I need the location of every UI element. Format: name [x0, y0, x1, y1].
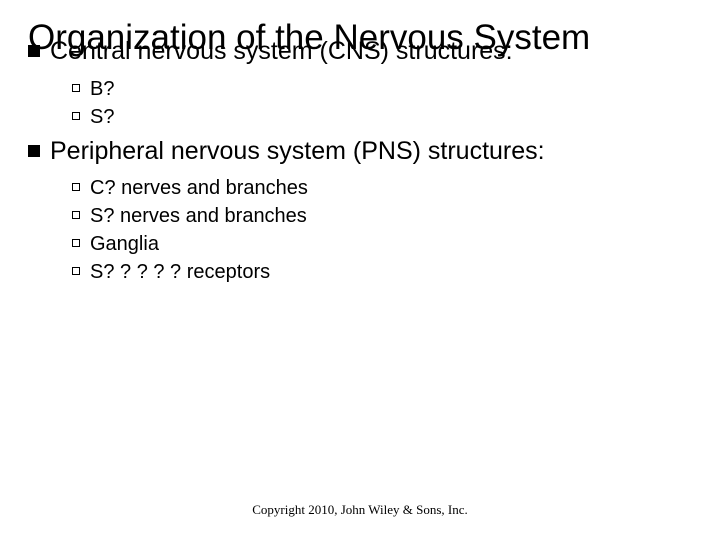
list-item: B? — [72, 76, 692, 102]
section-heading: Peripheral nervous system (PNS) structur… — [50, 136, 545, 167]
square-bullet-icon — [28, 145, 40, 157]
cns-items: B? S? — [28, 76, 692, 130]
hollow-square-icon — [72, 267, 80, 275]
list-item: S? ? ? ? ? receptors — [72, 259, 692, 285]
hollow-square-icon — [72, 239, 80, 247]
item-text: C? nerves and branches — [90, 175, 308, 201]
hollow-square-icon — [72, 211, 80, 219]
pns-items: C? nerves and branches S? nerves and bra… — [28, 175, 692, 285]
list-item: C? nerves and branches — [72, 175, 692, 201]
item-text: S? ? ? ? ? receptors — [90, 259, 270, 285]
hollow-square-icon — [72, 183, 80, 191]
item-text: S? — [90, 104, 114, 130]
item-text: Ganglia — [90, 231, 159, 257]
square-bullet-icon — [28, 45, 40, 57]
section-pns: Peripheral nervous system (PNS) structur… — [28, 136, 692, 167]
list-item: S? nerves and branches — [72, 203, 692, 229]
item-text: S? nerves and branches — [90, 203, 307, 229]
list-item: Ganglia — [72, 231, 692, 257]
hollow-square-icon — [72, 84, 80, 92]
hollow-square-icon — [72, 112, 80, 120]
section-heading: Central nervous system (CNS) structures: — [50, 36, 513, 67]
item-text: B? — [90, 76, 114, 102]
section-cns: Central nervous system (CNS) structures: — [28, 36, 692, 67]
slide: Organization of the Nervous System Centr… — [0, 0, 720, 540]
slide-content: Central nervous system (CNS) structures:… — [28, 36, 692, 285]
list-item: S? — [72, 104, 692, 130]
copyright-text: Copyright 2010, John Wiley & Sons, Inc. — [0, 502, 720, 518]
